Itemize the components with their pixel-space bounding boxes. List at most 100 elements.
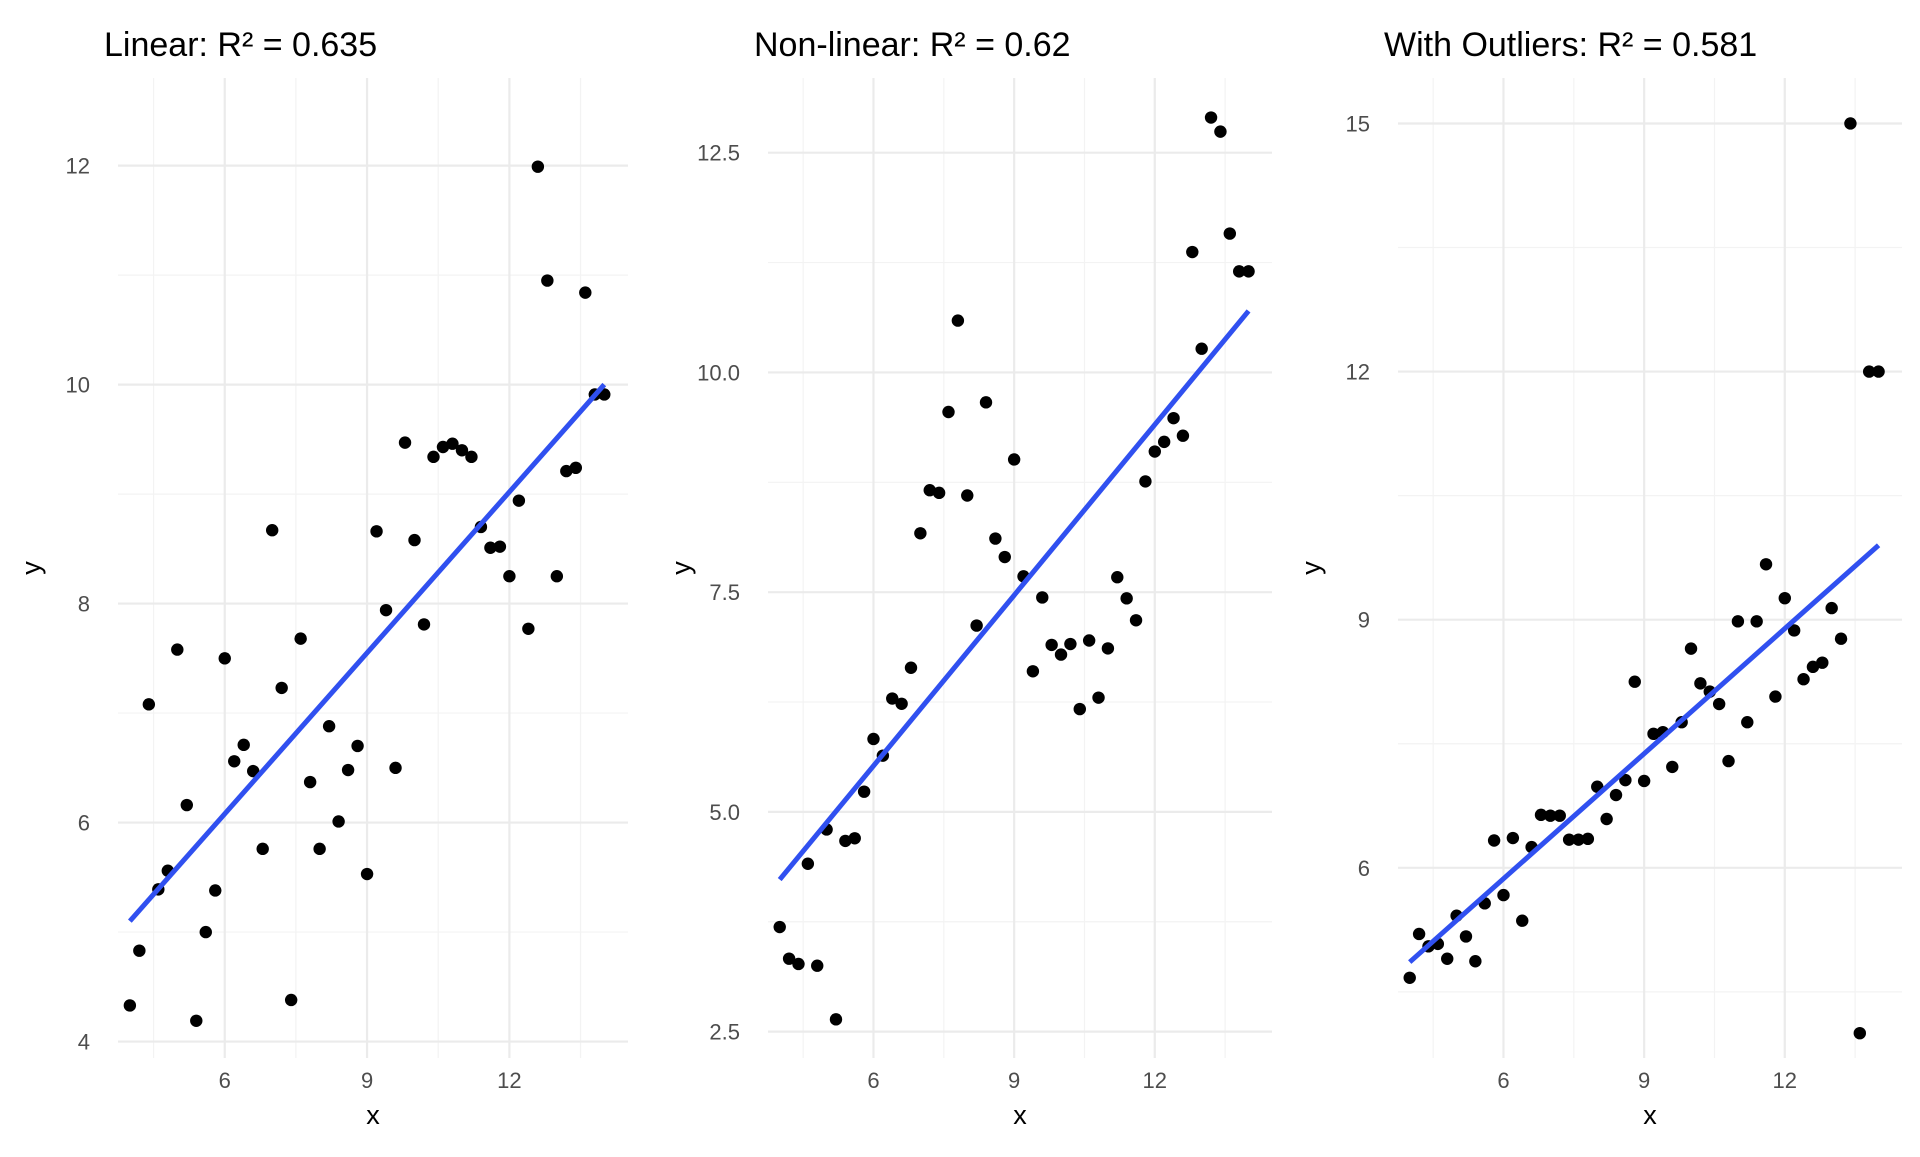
data-point xyxy=(1872,365,1885,378)
data-point xyxy=(389,761,402,775)
data-point xyxy=(275,681,288,695)
regression-line xyxy=(1408,543,1881,964)
data-point xyxy=(579,286,592,299)
data-point xyxy=(1176,429,1190,442)
data-point xyxy=(1204,111,1218,124)
data-point xyxy=(190,1014,203,1027)
y-tick-label: 10.0 xyxy=(697,360,740,385)
data-point xyxy=(1157,435,1171,449)
y-tick-label: 2.5 xyxy=(709,1020,740,1045)
data-point xyxy=(979,396,993,409)
data-point xyxy=(1825,601,1838,615)
y-axis-title: y xyxy=(16,561,46,575)
data-point xyxy=(550,570,564,583)
data-point xyxy=(1064,637,1077,651)
data-point xyxy=(1534,808,1548,822)
data-point xyxy=(867,732,880,746)
x-tick-label: 9 xyxy=(361,1068,373,1093)
data-point xyxy=(1487,834,1501,847)
data-point xyxy=(1214,125,1227,138)
data-point xyxy=(1834,632,1848,645)
x-tick-label: 12 xyxy=(1143,1068,1167,1093)
data-point xyxy=(1412,927,1426,941)
y-tick-label: 15 xyxy=(1346,111,1370,136)
data-point xyxy=(427,450,440,464)
data-point xyxy=(332,815,345,828)
data-point xyxy=(1741,716,1754,729)
data-point xyxy=(1712,697,1726,711)
panel-2: 6 9 12 2.5 5.0 7.5 10.0 12.5 x y Non-linear: R² = … xyxy=(666,26,1272,1130)
data-point xyxy=(895,697,908,710)
data-point xyxy=(1731,615,1745,628)
data-point xyxy=(951,314,965,327)
data-point xyxy=(1186,245,1199,259)
data-point xyxy=(560,464,573,478)
data-point xyxy=(379,603,393,617)
data-point xyxy=(1036,591,1049,604)
y-tick-label: 12 xyxy=(1346,360,1370,385)
data-point xyxy=(839,834,852,848)
data-point xyxy=(1242,265,1255,278)
panel-1: 6 9 12 4 6 8 10 12 x y Linear: R² = 0.635 xyxy=(16,26,628,1130)
data-point xyxy=(1223,227,1237,240)
data-point xyxy=(1722,754,1735,768)
x-tick-label: 9 xyxy=(1008,1068,1020,1093)
data-point xyxy=(1787,624,1801,637)
data-point xyxy=(123,999,137,1012)
data-point xyxy=(1862,365,1876,378)
data-point xyxy=(256,842,269,856)
data-point xyxy=(848,832,861,845)
data-point xyxy=(465,450,478,464)
data-point xyxy=(811,959,824,972)
y-tick-label: 7.5 xyxy=(709,580,740,605)
data-point xyxy=(265,524,279,537)
data-point xyxy=(1637,774,1651,788)
data-point xyxy=(1750,615,1763,628)
data-point xyxy=(1469,955,1482,968)
data-point xyxy=(142,698,156,711)
panel-title: With Outliers: R² = 0.581 xyxy=(1384,26,1757,64)
y-tick-label: 6 xyxy=(1358,856,1370,881)
data-point xyxy=(455,444,469,457)
data-point xyxy=(360,867,374,881)
data-point xyxy=(1026,665,1040,678)
y-tick-label: 5.0 xyxy=(709,800,740,825)
data-point xyxy=(180,798,193,812)
y-tick-label: 9 xyxy=(1358,608,1370,633)
y-tick-label: 10 xyxy=(66,373,90,398)
y-tick-label: 6 xyxy=(78,811,90,836)
data-point xyxy=(218,652,231,665)
data-point xyxy=(1120,592,1133,605)
y-axis-title: y xyxy=(666,561,696,575)
data-point xyxy=(923,484,936,497)
data-point xyxy=(303,775,317,789)
data-point xyxy=(1562,833,1576,846)
data-point xyxy=(1139,475,1152,488)
x-tick-label: 6 xyxy=(1497,1068,1509,1093)
data-point xyxy=(284,993,298,1007)
x-axis-title: x xyxy=(1013,1100,1027,1130)
data-point xyxy=(1684,642,1698,655)
data-point xyxy=(1844,117,1857,130)
panel-title: Linear: R² = 0.635 xyxy=(104,26,377,64)
data-point xyxy=(801,857,815,870)
data-point xyxy=(1459,930,1473,943)
data-point xyxy=(1666,760,1679,774)
data-point xyxy=(1600,812,1613,826)
data-point xyxy=(1101,642,1115,655)
y-tick-label: 12.5 xyxy=(697,141,740,166)
panel-3: 6 9 12 6 9 12 15 x y With Outliers: R² = 0.581 xyxy=(1296,26,1902,1130)
x-tick-label: 12 xyxy=(497,1068,521,1093)
data-point xyxy=(782,952,796,965)
data-point xyxy=(199,925,212,939)
data-point xyxy=(1082,634,1096,647)
data-point xyxy=(322,720,336,733)
data-point xyxy=(904,661,918,674)
data-point xyxy=(829,1013,843,1026)
data-point xyxy=(1111,571,1124,584)
y-tick-label: 12 xyxy=(66,154,90,179)
data-point xyxy=(1232,265,1246,278)
data-point xyxy=(1581,832,1595,846)
